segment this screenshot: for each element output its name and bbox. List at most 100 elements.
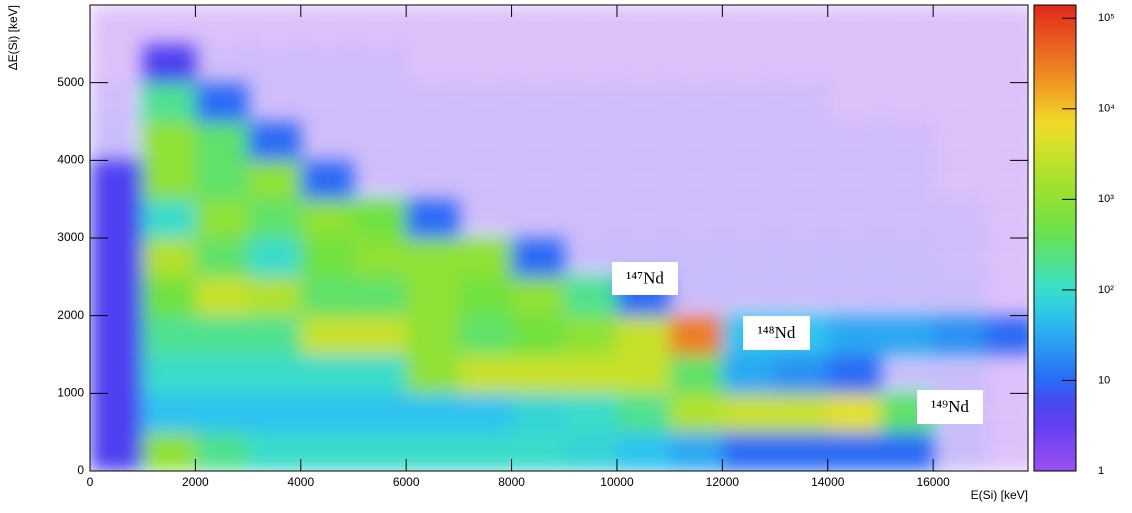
heatmap-cell: [564, 238, 618, 278]
heatmap-cell: [985, 160, 1028, 200]
heatmap-cell: [669, 43, 723, 84]
heatmap-cell: [985, 315, 1028, 355]
heatmap-cell: [985, 432, 1028, 471]
colorbar-tick-label: 10⁴: [1098, 103, 1115, 115]
heatmap-cell: [827, 315, 881, 355]
heatmap-cell: [511, 238, 565, 278]
heatmap-cell: [458, 238, 513, 278]
heatmap-cell: [616, 315, 671, 355]
heatmap-cell: [248, 393, 302, 433]
heatmap-cell: [564, 393, 618, 433]
heatmap-cell: [300, 276, 354, 317]
heatmap-cell: [195, 354, 249, 394]
heatmap-cell: [353, 432, 407, 471]
heatmap-cell: [195, 276, 249, 317]
heatmap-cell: [722, 82, 776, 122]
heatmap-cell: [669, 432, 723, 471]
heatmap-cell: [142, 5, 196, 45]
heatmap-cell: [669, 5, 723, 45]
heatmap-cell: [90, 199, 144, 239]
heatmap-cell: [880, 43, 934, 84]
heatmap-cell: [564, 121, 618, 161]
heatmap-cell: [616, 199, 671, 239]
heatmap-cell: [90, 5, 144, 45]
heatmap-cell: [564, 82, 618, 122]
heatmap-cell: [880, 238, 934, 278]
heatmap-cell: [827, 354, 881, 394]
heatmap-cell: [511, 121, 565, 161]
heatmap-cell: [458, 199, 513, 239]
heatmap-cell: [300, 5, 354, 45]
heatmap-cell: [880, 121, 934, 161]
heatmap-cell: [248, 432, 302, 471]
heatmap-cell: [722, 354, 776, 394]
x-tick-label: 14000: [811, 475, 845, 489]
annotation-box: [743, 316, 810, 350]
heatmap-cell: [985, 238, 1028, 278]
heatmap-cell: [406, 199, 460, 239]
heatmap-cell: [669, 354, 723, 394]
heatmap-cell: [722, 160, 776, 200]
heatmap-cell: [300, 315, 354, 355]
heatmap-cell: [353, 276, 407, 317]
heatmap-cell: [775, 82, 829, 122]
heatmap-cell: [933, 5, 987, 45]
heatmap-cell: [933, 121, 987, 161]
heatmap-cell: [933, 199, 987, 239]
colorbar-tick-label: 1: [1098, 465, 1104, 477]
heatmap-cell: [933, 160, 987, 200]
heatmap-cell: [90, 315, 144, 355]
colorbar: [1033, 4, 1077, 472]
heatmap-cell: [511, 160, 565, 200]
heatmap-cell: [669, 160, 723, 200]
heatmap-cell: [669, 238, 723, 278]
heatmap-cell: [195, 315, 249, 355]
heatmap-cell: [933, 82, 987, 122]
heatmap-cell: [248, 43, 302, 84]
heatmap-cell: [511, 432, 565, 471]
heatmap-cell: [511, 276, 565, 317]
heatmap-cell: [248, 315, 302, 355]
heatmap-cell: [248, 199, 302, 239]
x-tick-label: 8000: [498, 475, 525, 489]
y-tick-label: 0: [77, 463, 84, 477]
heatmap-cell: [511, 315, 565, 355]
heatmap-cell: [458, 315, 513, 355]
heatmap-cell: [880, 199, 934, 239]
heatmap-cell: [564, 354, 618, 394]
heatmap-cell: [827, 160, 881, 200]
heatmap-cell: [722, 393, 776, 433]
heatmap-cell: [300, 160, 354, 200]
heatmap-cell: [722, 121, 776, 161]
heatmap-cell: [880, 315, 934, 355]
heatmap-cell: [406, 5, 460, 45]
heatmap-cell: [353, 43, 407, 84]
heatmap-cell: [616, 121, 671, 161]
heatmap-cell: [353, 315, 407, 355]
heatmap-cell: [142, 276, 196, 317]
heatmap-cell: [406, 315, 460, 355]
heatmap-cell: [90, 276, 144, 317]
heatmap-cell: [300, 354, 354, 394]
heatmap-cell: [406, 393, 460, 433]
heatmap-cell: [511, 393, 565, 433]
annotation: ¹⁴⁹Nd: [931, 397, 969, 416]
heatmap-cell: [142, 82, 196, 122]
heatmap-cell: [142, 393, 196, 433]
heatmap-cell: [827, 432, 881, 471]
heatmap-cell: [616, 43, 671, 84]
heatmap-cell: [195, 393, 249, 433]
heatmap-cell: [616, 5, 671, 45]
heatmap-cell: [933, 43, 987, 84]
heatmap-cell: [406, 121, 460, 161]
x-tick-label: 0: [87, 475, 94, 489]
heatmap-cell: [142, 238, 196, 278]
heatmap-cell: [90, 82, 144, 122]
heatmap-cell: [616, 432, 671, 471]
heatmap-cell: [511, 5, 565, 45]
heatmap-cell: [300, 121, 354, 161]
heatmap-cell: [985, 82, 1028, 122]
heatmap-cell: [880, 160, 934, 200]
heatmap-cell: [722, 276, 776, 317]
